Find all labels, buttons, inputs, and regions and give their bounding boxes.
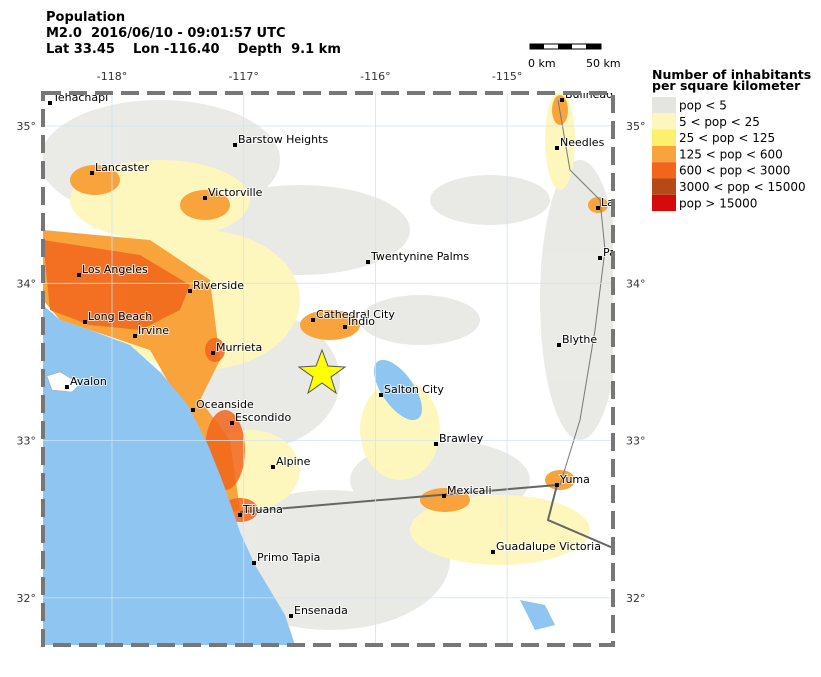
legend-swatch bbox=[652, 194, 676, 212]
city-marker bbox=[491, 550, 495, 554]
city-label: Tehachapi bbox=[52, 91, 108, 104]
city-label: Mexicali bbox=[447, 484, 492, 497]
map-frame bbox=[41, 91, 615, 647]
city-marker bbox=[557, 343, 561, 347]
event-line: M2.0 2016/06/10 - 09:01:57 UTC bbox=[46, 26, 285, 41]
city-marker bbox=[77, 273, 81, 277]
city-label: Salton City bbox=[384, 383, 444, 396]
city-marker bbox=[90, 171, 94, 175]
city-marker bbox=[596, 206, 600, 210]
legend-label: 25 < pop < 125 bbox=[679, 131, 775, 145]
city-label: Guadalupe Victoria bbox=[496, 540, 601, 553]
city-label: Brawley bbox=[439, 432, 484, 445]
legend-label: 125 < pop < 600 bbox=[679, 147, 783, 161]
city-label: Alpine bbox=[276, 455, 311, 468]
city-marker bbox=[48, 101, 52, 105]
scale-end: 50 km bbox=[586, 57, 621, 70]
city-label: Yuma bbox=[559, 473, 590, 486]
scale-bar: 0 km 50 km bbox=[528, 43, 621, 70]
legend-swatch bbox=[652, 178, 676, 195]
city-marker bbox=[211, 351, 215, 355]
city-marker bbox=[83, 320, 87, 324]
city-label: Oceanside bbox=[196, 398, 254, 411]
city-marker bbox=[555, 483, 559, 487]
city-marker bbox=[203, 196, 207, 200]
lat-tick-label: 33° bbox=[17, 435, 37, 448]
lat-tick-label: 34° bbox=[17, 277, 37, 290]
lat-tick-label: 35° bbox=[626, 120, 646, 133]
city-label: Murrieta bbox=[216, 341, 262, 354]
legend-swatch bbox=[652, 113, 676, 130]
city-marker bbox=[238, 513, 242, 517]
city-marker bbox=[233, 143, 237, 147]
city-marker bbox=[598, 256, 602, 260]
lon-tick-label: -117° bbox=[228, 70, 258, 83]
city-label: Cathedral City bbox=[316, 308, 395, 321]
city-marker bbox=[289, 614, 293, 618]
city-label: Barstow Heights bbox=[238, 133, 328, 146]
city-label: Riverside bbox=[193, 279, 244, 292]
city-label: Ensenada bbox=[294, 604, 348, 617]
lon-tick-label: -118° bbox=[97, 70, 127, 83]
city-label: Escondido bbox=[235, 411, 291, 424]
lat-tick-label: 33° bbox=[626, 435, 646, 448]
city-label: Lancaster bbox=[95, 161, 149, 174]
lat-tick-label: 34° bbox=[626, 277, 646, 290]
map-area: Tehachapi Barstow Heights Lancaster Victorv… bbox=[43, 88, 616, 645]
city-label: Long Beach bbox=[88, 310, 152, 323]
city-marker bbox=[434, 442, 438, 446]
legend-label: pop < 5 bbox=[679, 99, 727, 113]
city-label: Twentynine Palms bbox=[370, 250, 469, 263]
title: Population bbox=[46, 10, 125, 25]
legend-label: 3000 < pop < 15000 bbox=[679, 180, 806, 194]
lat-tick-label: 32° bbox=[626, 592, 646, 605]
city-label: Primo Tapia bbox=[257, 551, 320, 564]
city-marker bbox=[555, 146, 559, 150]
city-label: Blythe bbox=[562, 333, 597, 346]
lat-tick-label: 35° bbox=[17, 120, 37, 133]
location-line: Lat 33.45 Lon -116.40 Depth 9.1 km bbox=[46, 42, 341, 57]
legend-title: Number of inhabitants bbox=[652, 67, 811, 82]
city-marker bbox=[343, 325, 347, 329]
city-marker bbox=[311, 318, 315, 322]
epicenter-star bbox=[297, 348, 347, 395]
city-marker bbox=[191, 408, 195, 412]
legend-swatch bbox=[652, 162, 676, 179]
legend-label: 5 < pop < 25 bbox=[679, 115, 760, 129]
city-label: Tijuana bbox=[242, 503, 283, 516]
city-marker bbox=[65, 385, 69, 389]
lon-tick-label: -115° bbox=[492, 70, 522, 83]
city-label: Bullhead bbox=[565, 88, 613, 101]
scale-start: 0 km bbox=[528, 57, 556, 70]
city-label: Pa bbox=[603, 246, 616, 259]
city-marker bbox=[560, 98, 564, 102]
legend-swatch bbox=[652, 145, 676, 163]
legend-label: 600 < pop < 3000 bbox=[679, 164, 790, 178]
city-marker bbox=[188, 289, 192, 293]
lat-tick-label: 32° bbox=[17, 592, 37, 605]
city-marker bbox=[133, 334, 137, 338]
city-marker bbox=[252, 561, 256, 565]
city-marker bbox=[366, 260, 370, 264]
city-marker bbox=[230, 421, 234, 425]
lon-tick-label: -116° bbox=[360, 70, 390, 83]
city-label: Needles bbox=[560, 136, 605, 149]
city-marker bbox=[442, 494, 446, 498]
legend-swatch bbox=[652, 97, 676, 114]
city-label: Avalon bbox=[70, 375, 107, 388]
legend-title: per square kilometer bbox=[652, 78, 801, 93]
city-label: Los Angeles bbox=[82, 263, 148, 276]
city-marker bbox=[379, 393, 383, 397]
legend-swatch bbox=[652, 129, 676, 146]
city-marker bbox=[271, 465, 275, 469]
city-label: Indio bbox=[348, 315, 375, 328]
city-label: La bbox=[601, 196, 614, 209]
legend-label: pop > 15000 bbox=[679, 196, 757, 210]
city-label: Victorville bbox=[208, 186, 263, 199]
city-label: Irvine bbox=[138, 324, 169, 337]
